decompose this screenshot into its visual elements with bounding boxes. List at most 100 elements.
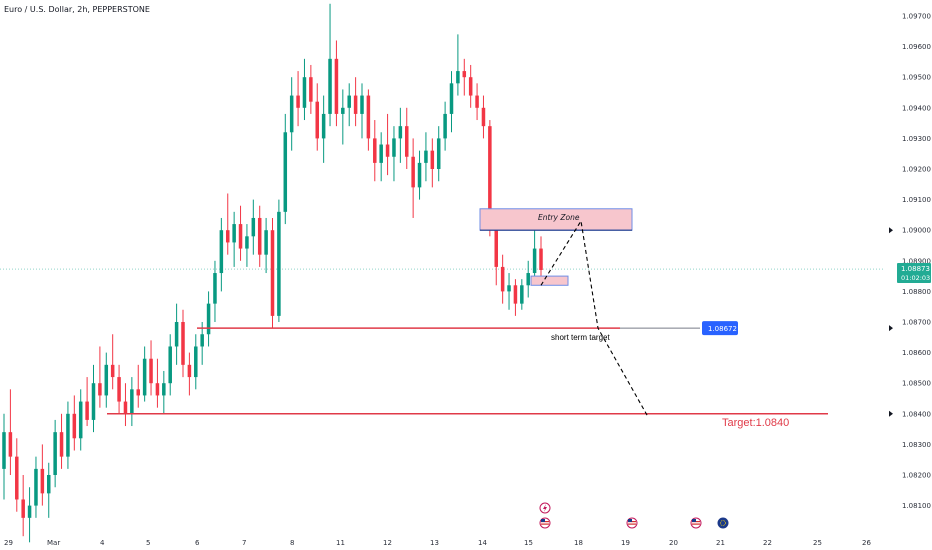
x-tick-label: 12 [383, 539, 392, 547]
x-tick-label: 6 [195, 539, 200, 547]
x-tick-label: 21 [716, 539, 725, 547]
candle-body [404, 126, 409, 157]
candle-body [149, 358, 153, 384]
candle-body [117, 377, 121, 402]
x-tick-label: 18 [574, 539, 583, 547]
target-label: Target:1.0840 [722, 417, 789, 429]
lightning-icon[interactable] [539, 502, 551, 514]
price-marker-arrow [889, 325, 893, 332]
candle-body [385, 144, 390, 157]
events-layer[interactable] [539, 502, 729, 529]
candle-body [283, 132, 288, 212]
x-tick-label: 20 [669, 539, 678, 547]
candle-body [225, 230, 230, 243]
y-axis[interactable]: 1.09700 1.09600 1.09500 1.09400 1.09300 1.092… [889, 13, 931, 511]
chart-title: Euro / U.S. Dollar, 2h, PEPPERSTONE [4, 5, 150, 14]
candle-body [98, 383, 102, 396]
candle-body [494, 224, 499, 267]
small-zone-box [530, 275, 569, 286]
candle-body [411, 156, 415, 188]
short-term-target-label: short term target [551, 333, 610, 342]
x-tick-label: Mar [47, 539, 60, 547]
y-tick-label: 1.08100 [902, 502, 931, 510]
candle-body [238, 224, 243, 249]
short-term-level-badge [702, 321, 738, 336]
projection-path [540, 219, 649, 418]
candle-body [302, 77, 307, 108]
x-tick-label: 19 [621, 539, 630, 547]
y-tick-label: 1.09400 [902, 104, 931, 112]
candle-body [85, 401, 89, 420]
candle-body [136, 389, 141, 396]
eu-flag-icon[interactable] [717, 517, 729, 529]
candle-body [462, 71, 467, 78]
candle-body [168, 346, 172, 384]
y-tick-label: 1.08200 [902, 472, 931, 480]
y-tick-label: 1.08400 [902, 410, 931, 418]
candle-body [59, 432, 64, 457]
candle-body [424, 150, 428, 163]
candle-body [456, 71, 460, 84]
candle-body [468, 77, 473, 96]
candle-body [309, 77, 313, 102]
x-tick-label: 25 [813, 539, 822, 547]
candle-body [46, 475, 51, 494]
y-tick-label: 1.08500 [902, 380, 931, 388]
candle-body [520, 285, 524, 304]
candle-body [257, 217, 262, 255]
y-tick-label: 1.08300 [902, 441, 931, 449]
short-term-level-badge-text: 1.08672 [708, 325, 737, 333]
candle-body [513, 285, 518, 304]
y-tick-label: 1.09000 [902, 227, 931, 235]
candle-body [500, 266, 505, 292]
candle-body [392, 138, 396, 157]
x-tick-label: 29 [4, 539, 13, 547]
candle-body [66, 413, 70, 457]
x-tick-label: 4 [100, 539, 105, 547]
candle-body [526, 273, 530, 286]
candle-body [277, 211, 281, 316]
x-axis[interactable]: 29 Mar 4 5 6 7 8 11 12 13 14 15 18 19 20 21 22 25 26 [4, 539, 871, 547]
candle-body [532, 248, 537, 274]
candle-body [507, 285, 511, 292]
x-tick-label: 11 [336, 539, 345, 547]
y-tick-label: 1.08700 [902, 319, 931, 327]
price-marker-arrow [889, 410, 893, 417]
candle-body [219, 230, 224, 274]
candle-body [194, 346, 198, 378]
candle-body [539, 248, 543, 270]
candle-body [15, 456, 19, 500]
candle-body [174, 322, 179, 347]
x-tick-label: 7 [242, 539, 246, 547]
x-tick-label: 15 [524, 539, 533, 547]
candle-body [2, 432, 6, 469]
candle-body [488, 126, 492, 225]
us-flag-icon[interactable] [539, 517, 551, 529]
candle-body [34, 468, 38, 506]
candle-body [187, 364, 192, 378]
x-tick-label: 8 [290, 539, 294, 547]
candle-body [270, 230, 275, 316]
x-tick-label: 22 [763, 539, 772, 547]
drawings-layer: 1.08672 short term target Target:1.0840 Ent… [107, 208, 828, 429]
y-tick-label: 1.08900 [902, 257, 931, 265]
candle-body [296, 95, 300, 108]
candle-body [72, 413, 77, 439]
entry-zone-label: Entry Zone [538, 213, 580, 222]
candles-layer [2, 3, 543, 543]
us-flag-icon[interactable] [690, 517, 702, 529]
candle-body [78, 401, 83, 439]
candle-body [110, 364, 115, 378]
candle-body [53, 432, 57, 475]
candle-body [104, 364, 109, 396]
candle-body [475, 95, 479, 108]
candle-body [328, 58, 332, 114]
candle-body [353, 95, 358, 114]
candle-body [430, 150, 435, 169]
us-flag-icon[interactable] [626, 517, 638, 529]
x-tick-label: 13 [430, 539, 439, 547]
candle-body [206, 303, 211, 335]
y-tick-label: 1.09700 [902, 13, 931, 21]
candle-body [162, 383, 166, 396]
